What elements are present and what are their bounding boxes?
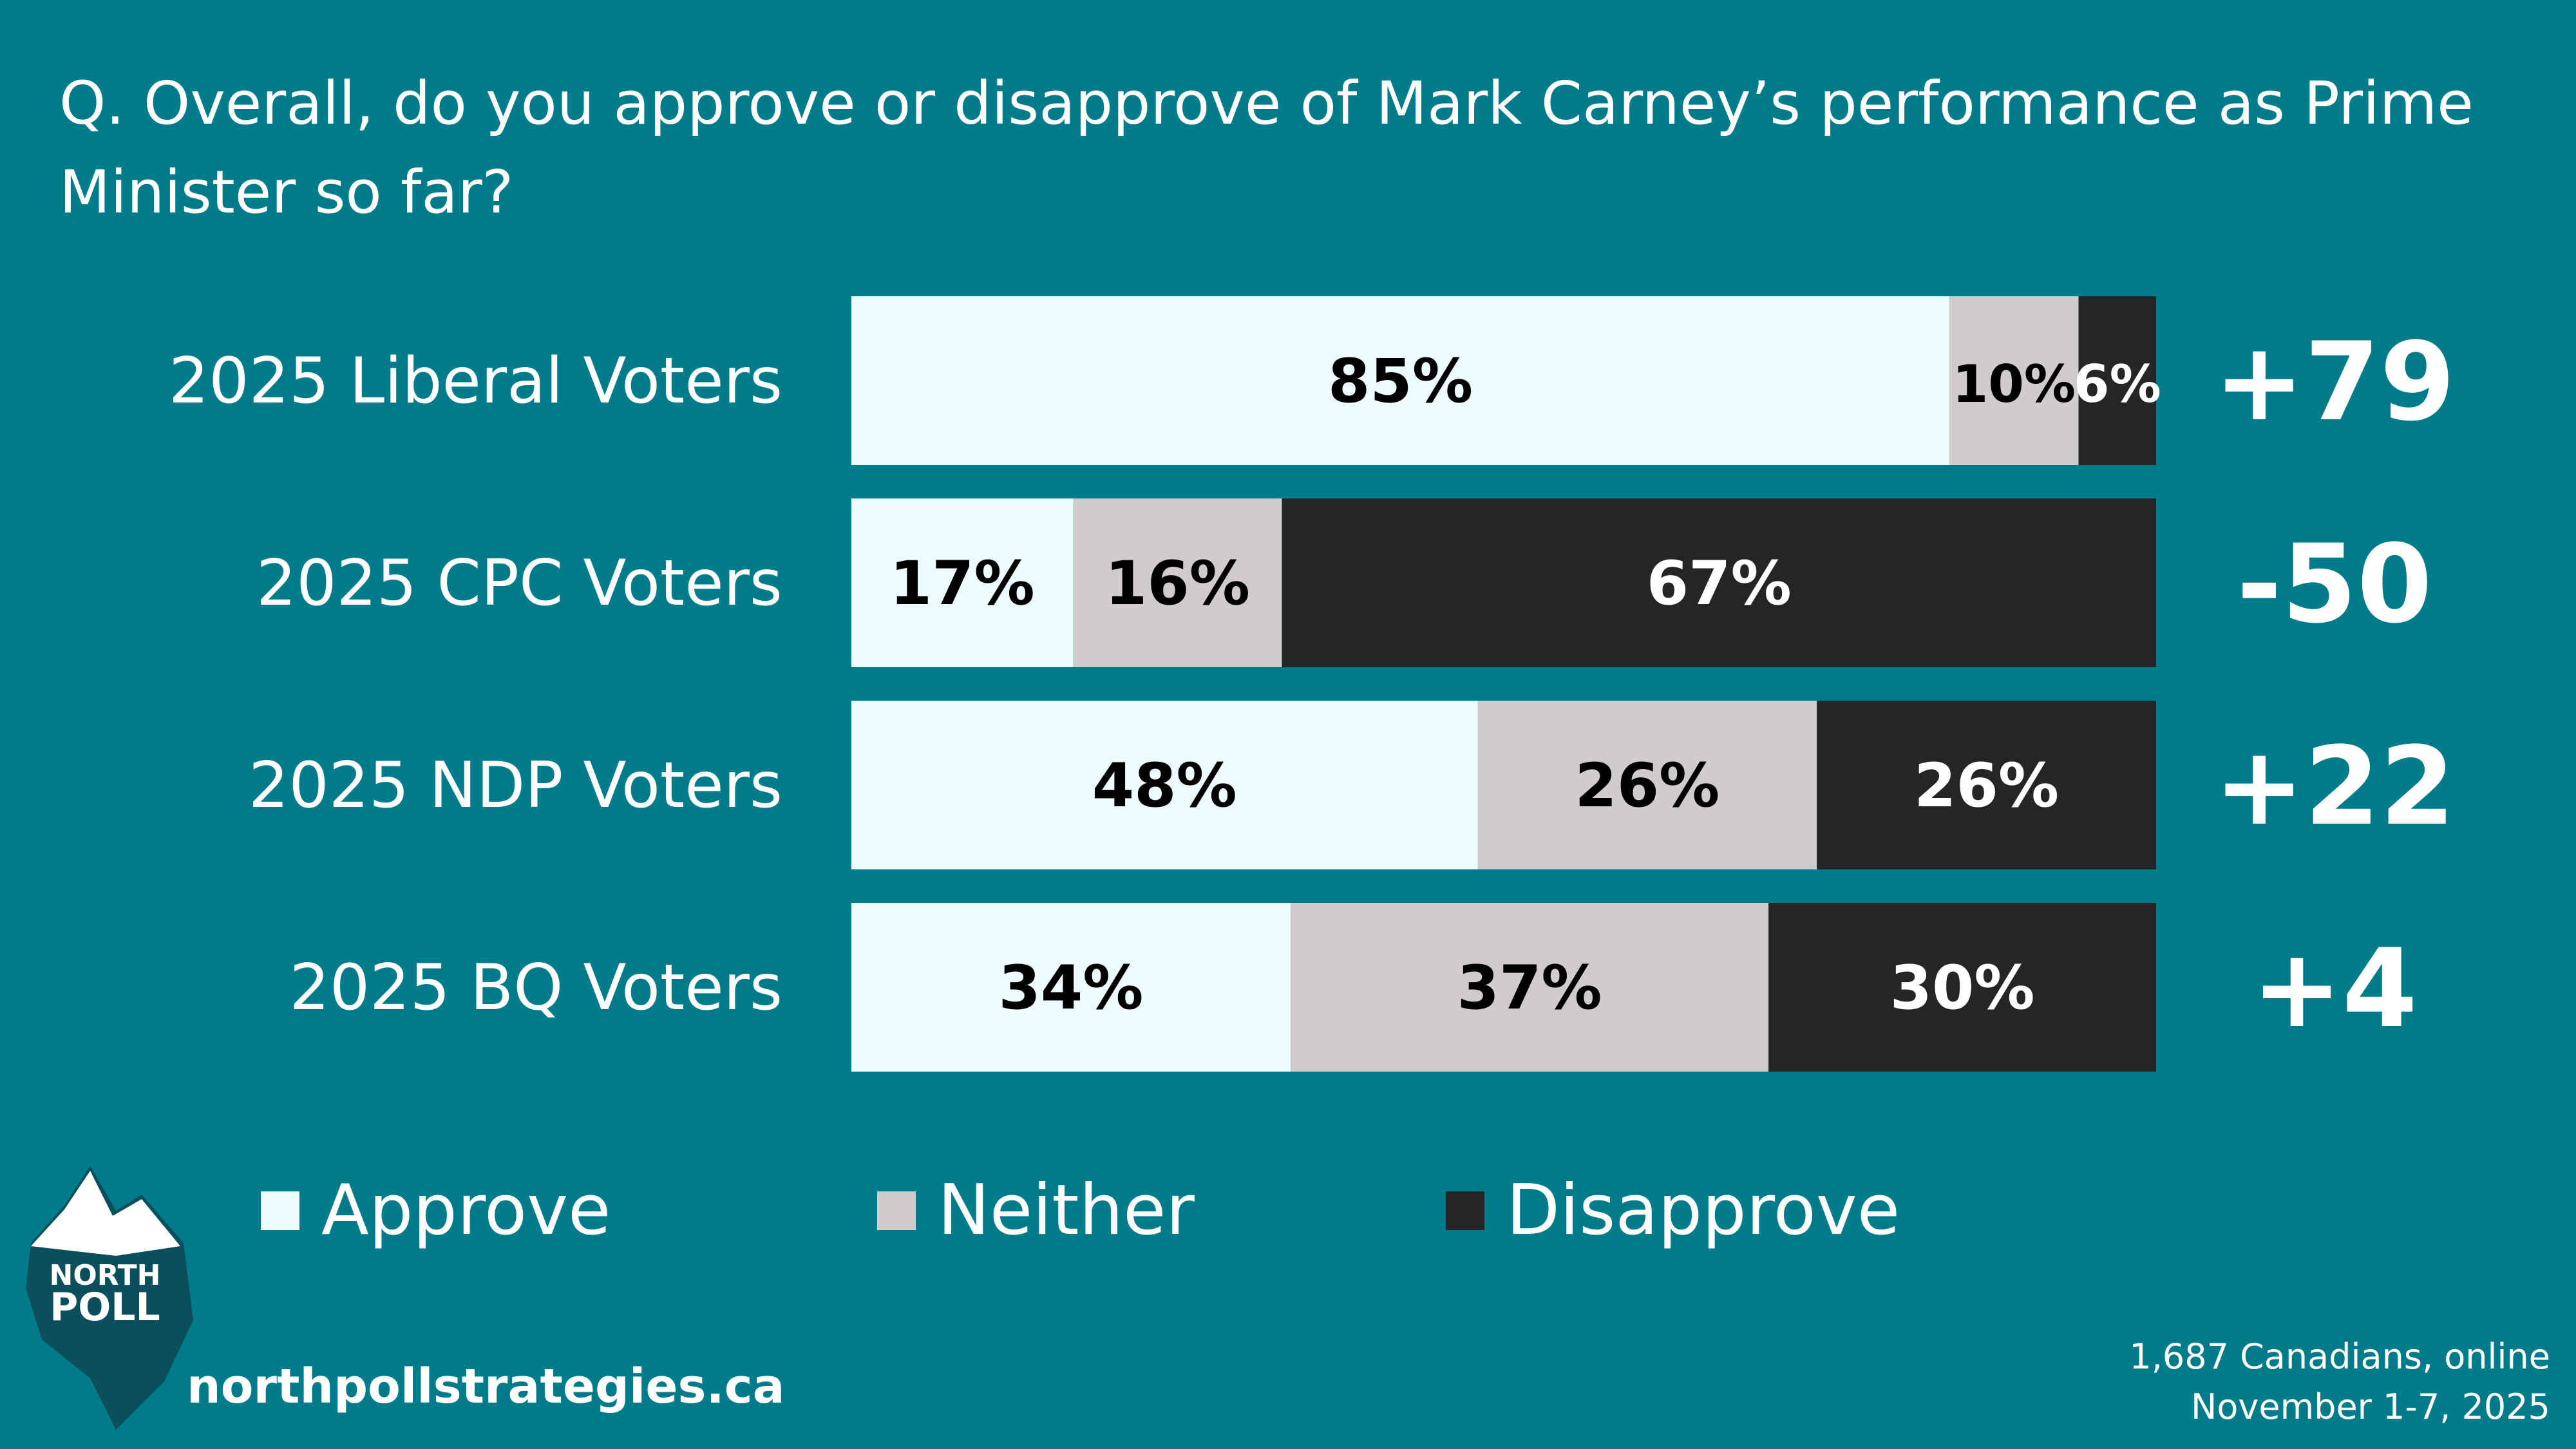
- bar-segment-disapprove: [2078, 296, 2156, 465]
- data-label-approve: 34%: [999, 953, 1144, 1023]
- iceberg-peak: [31, 1171, 180, 1256]
- data-label-disapprove: 30%: [1890, 953, 2035, 1023]
- legend-swatch-disapprove: [1446, 1191, 1484, 1230]
- logo-text-north: NORTH: [50, 1259, 161, 1292]
- bar-segment-neither: [1949, 296, 2079, 465]
- category-label: 2025 NDP Voters: [249, 749, 782, 822]
- data-label-neither: 16%: [1105, 549, 1250, 619]
- data-label-neither: 37%: [1457, 953, 1602, 1023]
- source-note: 1,687 Canadians, online November 1-7, 20…: [2129, 1332, 2550, 1432]
- data-label-neither: 10%: [1953, 354, 2076, 414]
- bar-segment-neither: [1291, 903, 1769, 1072]
- legend-item-disapprove: Disapprove: [1446, 1169, 1900, 1253]
- data-label-approve: 48%: [1092, 751, 1237, 821]
- net-score: +4: [2251, 925, 2418, 1052]
- logo-text-poll: POLL: [50, 1285, 160, 1330]
- bar-segment-approve: [851, 498, 1074, 667]
- legend-label-neither: Neither: [938, 1170, 1195, 1251]
- website-link[interactable]: northpollstrategies.ca: [187, 1359, 785, 1414]
- data-label-neither: 26%: [1575, 751, 1719, 821]
- bar-segment-approve: [851, 296, 1950, 465]
- net-score: -50: [2237, 521, 2432, 647]
- bar-segment-neither: [1073, 498, 1282, 667]
- bar-segment-disapprove: [1282, 498, 2156, 667]
- legend-item-neither: Neither: [877, 1169, 1195, 1253]
- category-label: 2025 BQ Voters: [289, 951, 782, 1025]
- bar-segment-neither: [1477, 701, 1817, 869]
- data-label-approve: 85%: [1328, 346, 1473, 417]
- legend-label-disapprove: Disapprove: [1506, 1170, 1900, 1251]
- chart-title: Q. Overall, do you approve or disapprove…: [59, 69, 2474, 227]
- category-label: 2025 Liberal Voters: [169, 345, 782, 418]
- net-score: +79: [2214, 319, 2456, 445]
- source-dates: November 1-7, 2025: [2190, 1387, 2550, 1427]
- data-label-disapprove: 6%: [2074, 354, 2161, 414]
- net-score: +22: [2214, 723, 2456, 849]
- legend-swatch-approve: [261, 1191, 299, 1230]
- data-label-approve: 17%: [890, 549, 1035, 619]
- data-label-disapprove: 67%: [1647, 549, 1792, 619]
- bar-segment-approve: [851, 701, 1478, 869]
- iceberg-logo: NORTH POLL: [26, 1166, 193, 1430]
- data-label-disapprove: 26%: [1914, 751, 2059, 821]
- bar-segment-disapprove: [1768, 903, 2156, 1072]
- bar-segment-disapprove: [1817, 701, 2156, 869]
- category-label: 2025 CPC Voters: [256, 547, 782, 620]
- bar-segment-approve: [851, 903, 1291, 1072]
- source-sample: 1,687 Canadians, online: [2129, 1336, 2550, 1377]
- legend-swatch-neither: [877, 1191, 916, 1230]
- legend-label-approve: Approve: [321, 1170, 611, 1251]
- legend-item-approve: Approve: [261, 1169, 611, 1253]
